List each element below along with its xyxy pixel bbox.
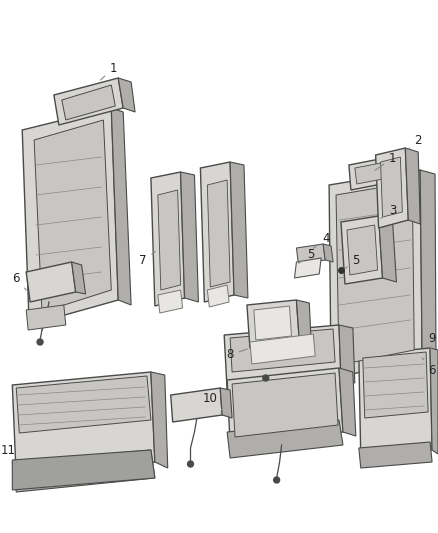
Polygon shape [72,262,85,294]
Circle shape [187,461,194,467]
Circle shape [263,375,269,381]
Polygon shape [26,305,66,330]
Polygon shape [341,216,382,284]
Polygon shape [430,348,438,454]
Text: 4: 4 [314,231,330,248]
Polygon shape [207,180,230,287]
Text: 1: 1 [375,151,396,171]
Polygon shape [329,170,422,378]
Polygon shape [363,352,428,418]
Polygon shape [180,172,198,302]
Text: 5: 5 [299,247,315,263]
Polygon shape [227,420,343,458]
Polygon shape [378,216,396,282]
Text: 9: 9 [428,332,436,350]
Circle shape [274,477,279,483]
Text: 11: 11 [1,443,16,462]
Text: 6: 6 [13,271,26,290]
Polygon shape [405,148,420,224]
Polygon shape [12,450,155,490]
Polygon shape [376,148,408,228]
Polygon shape [323,244,333,262]
Polygon shape [201,162,234,302]
Polygon shape [34,120,111,312]
Polygon shape [420,170,436,364]
Polygon shape [359,348,432,458]
Polygon shape [151,372,168,468]
Polygon shape [336,182,414,365]
Polygon shape [12,372,155,478]
Text: 1: 1 [100,61,117,80]
Polygon shape [230,329,335,372]
Polygon shape [118,78,135,112]
Polygon shape [12,450,155,492]
Circle shape [37,339,43,345]
Polygon shape [207,285,229,307]
Polygon shape [359,442,432,468]
Polygon shape [347,225,378,275]
Text: 5: 5 [345,254,360,268]
Polygon shape [400,155,414,184]
Polygon shape [297,244,325,264]
Polygon shape [16,376,151,433]
Text: 10: 10 [203,392,222,410]
Polygon shape [230,162,248,298]
Polygon shape [22,108,118,325]
Text: 6: 6 [422,358,436,376]
Polygon shape [151,172,184,306]
Polygon shape [232,373,338,437]
Text: 7: 7 [139,252,155,266]
Polygon shape [349,155,403,190]
Polygon shape [294,258,321,278]
Polygon shape [355,160,399,184]
Polygon shape [297,300,311,345]
Polygon shape [171,388,222,422]
Text: 8: 8 [226,349,247,361]
Polygon shape [158,190,180,290]
Polygon shape [254,306,291,340]
Polygon shape [111,108,131,305]
Polygon shape [381,157,403,217]
Polygon shape [158,290,183,313]
Polygon shape [62,85,115,120]
Polygon shape [26,262,76,302]
Polygon shape [220,388,232,418]
Polygon shape [250,334,315,364]
Text: 3: 3 [381,204,396,219]
Polygon shape [339,368,356,436]
Polygon shape [54,78,123,125]
Polygon shape [227,368,343,445]
Polygon shape [224,325,341,390]
Text: 2: 2 [407,133,422,150]
Polygon shape [247,300,300,348]
Polygon shape [339,325,355,383]
